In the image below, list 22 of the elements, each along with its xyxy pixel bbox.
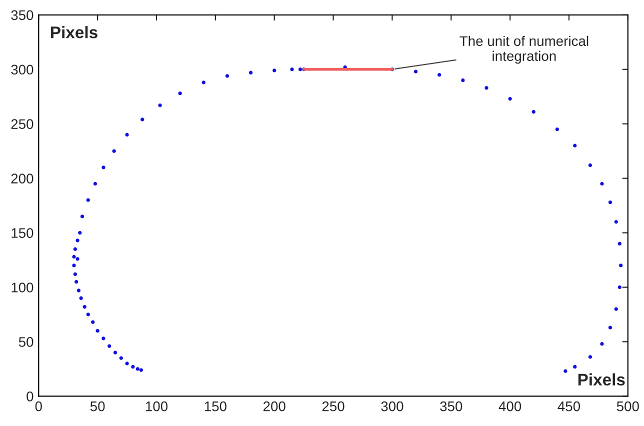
y-tick-label: 250 bbox=[11, 119, 34, 130]
x-tick-label: 400 bbox=[498, 401, 522, 412]
x-tick-label: 50 bbox=[90, 401, 105, 412]
x-axis-title: Pixels bbox=[578, 373, 625, 386]
x-tick-label: 350 bbox=[440, 401, 462, 412]
y-tick-label: 100 bbox=[12, 282, 34, 292]
x-tick-label: 150 bbox=[204, 401, 226, 412]
x-tick-label: 0 bbox=[35, 401, 42, 412]
x-tick-label: 300 bbox=[381, 401, 404, 412]
y-tick-label: 300 bbox=[11, 64, 34, 75]
x-tick-label: 250 bbox=[322, 401, 344, 412]
y-tick-label: 200 bbox=[11, 174, 34, 184]
y-tick-label: 50 bbox=[18, 337, 34, 347]
y-tick-label: 150 bbox=[12, 228, 34, 238]
y-tick-label: 0 bbox=[26, 392, 34, 402]
x-tick-label: 100 bbox=[146, 401, 168, 412]
annotation: The unit of numerical integration bbox=[460, 36, 588, 64]
x-tick-label: 500 bbox=[616, 401, 639, 412]
y-tick-label: 350 bbox=[11, 10, 34, 20]
x-tick-label: 200 bbox=[263, 401, 286, 412]
y-axis-title: Pixels bbox=[51, 26, 98, 38]
x-tick-label: 450 bbox=[558, 401, 580, 412]
